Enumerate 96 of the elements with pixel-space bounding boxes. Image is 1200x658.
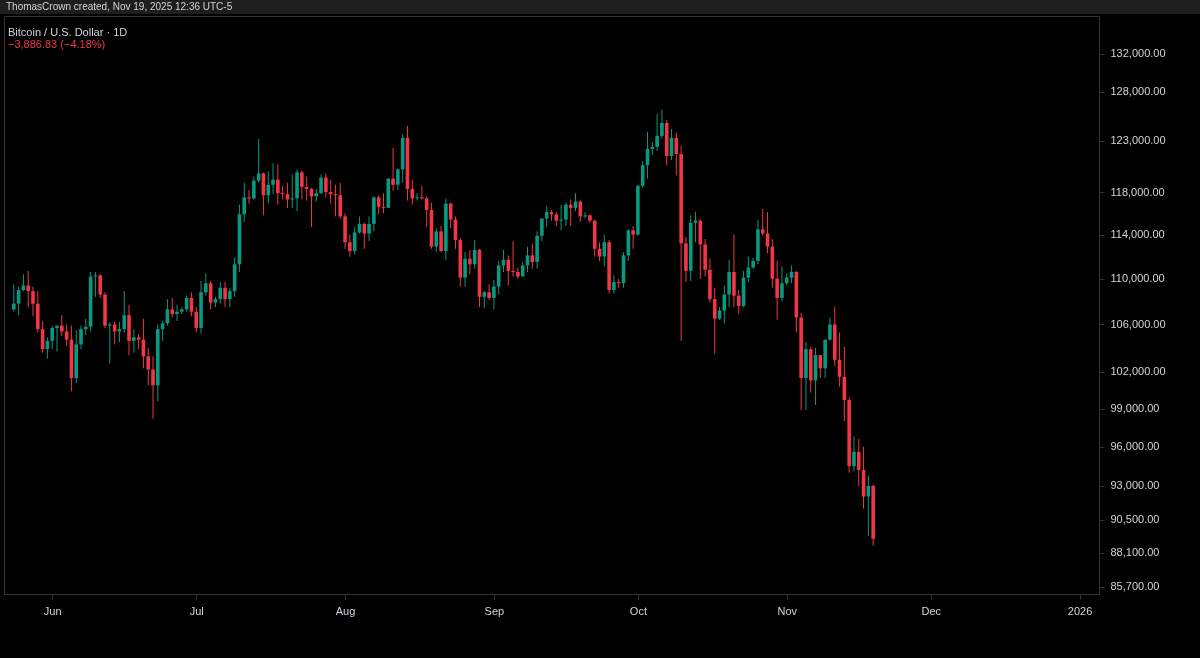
- candlestick: [247, 189, 251, 205]
- x-tick-label: 2026: [1067, 604, 1093, 617]
- candlestick: [415, 192, 419, 201]
- candlestick: [50, 325, 55, 350]
- candlestick: [568, 198, 573, 227]
- x-tick-label: Jun: [43, 604, 62, 617]
- candlestick: [492, 279, 496, 310]
- y-tick-label: 114,000.00: [1110, 228, 1165, 241]
- candlestick: [660, 108, 664, 140]
- y-tick-label: 123,000.00: [1110, 134, 1166, 147]
- y-tick-label: 88,100.00: [1110, 546, 1160, 559]
- candlestick: [194, 306, 199, 334]
- candlestick: [223, 281, 227, 308]
- candlestick: [31, 286, 35, 317]
- y-tick-label: 110,000.00: [1110, 272, 1165, 285]
- candlestick: [828, 316, 832, 342]
- candlestick: [319, 173, 323, 195]
- candlestick: [559, 204, 563, 231]
- candlestick: [396, 167, 400, 191]
- candlestick: [487, 283, 491, 301]
- candlestick: [420, 185, 424, 200]
- candlestick: [300, 169, 304, 200]
- candlestick: [463, 251, 467, 288]
- candlestick: [132, 328, 136, 354]
- candlestick: [655, 113, 659, 152]
- y-tick-label: 118,000.00: [1110, 185, 1165, 198]
- y-tick-label: 96,000.00: [1110, 440, 1160, 453]
- x-tick-label: Sep: [484, 604, 505, 617]
- candlestick: [60, 314, 64, 337]
- candlestick: [583, 211, 587, 220]
- candlestick: [727, 259, 731, 308]
- candlestick: [218, 281, 223, 305]
- y-tick-label: 93,000.00: [1110, 479, 1160, 492]
- candlestick: [391, 147, 395, 192]
- x-tick-label: Aug: [335, 604, 356, 617]
- candlestick: [348, 234, 352, 257]
- candlestick: [252, 176, 256, 200]
- candlestick: [64, 323, 69, 347]
- x-tick-label: Oct: [629, 604, 647, 617]
- candlestick: [324, 172, 328, 198]
- candlestick: [256, 138, 261, 184]
- y-tick-label: 102,000.00: [1110, 365, 1166, 378]
- candlestick: [468, 249, 472, 275]
- candlestick: [26, 270, 30, 308]
- candlestick: [271, 162, 275, 195]
- x-tick-label: Nov: [777, 604, 798, 617]
- y-tick-label: 99,000.00: [1110, 402, 1160, 415]
- candlestick: [242, 182, 247, 223]
- candlestick: [108, 321, 112, 364]
- candlestick: [506, 254, 511, 286]
- candlestick: [146, 347, 151, 386]
- candlestick: [530, 242, 535, 270]
- candlestick: [516, 267, 520, 280]
- candlestick: [175, 304, 179, 322]
- candlestick: [439, 225, 443, 253]
- candlestick: [55, 325, 59, 353]
- candlestick: [852, 435, 856, 472]
- text: Bitcoin / U.S. Dollar · 1D: [8, 26, 128, 38]
- y-tick-label: 106,000.00: [1110, 317, 1166, 330]
- candlestick: [612, 274, 616, 294]
- candlestick: [564, 202, 568, 227]
- candlestick: [79, 325, 83, 350]
- candlestick: [122, 290, 127, 334]
- candlestick: [266, 170, 271, 205]
- candlestick: [434, 227, 439, 253]
- text: ThomasCrown created, Nov 19, 2025 12:36 UTC-5: [0, 0, 1200, 14]
- candlestick: [640, 160, 645, 189]
- candlestick: [98, 273, 103, 299]
- candlestick: [631, 225, 635, 250]
- candlestick: [276, 163, 280, 206]
- candlestick: [732, 234, 736, 308]
- x-tick-label: Jul: [189, 604, 204, 617]
- candlestick: [780, 265, 784, 302]
- candlestick: [204, 272, 208, 297]
- candlestick: [367, 215, 371, 242]
- y-tick-label: 128,000.00: [1110, 85, 1166, 98]
- candlestick: [544, 205, 549, 228]
- candlestick: [290, 173, 295, 209]
- candlestick: [775, 260, 779, 321]
- candlestick: [736, 289, 741, 315]
- candlestick: [151, 355, 155, 420]
- candlestick: [856, 438, 861, 487]
- candlestick: [338, 182, 343, 220]
- y-tick-label: 90,500.00: [1110, 513, 1160, 526]
- candlestick: [511, 240, 515, 277]
- candlestick: [760, 208, 765, 237]
- y-tick-label: 132,000.00: [1110, 47, 1166, 60]
- candlestick: [410, 179, 415, 206]
- candlestick: [228, 287, 232, 308]
- candlestick: [170, 297, 175, 318]
- text: −3,886.83 (−4.18%): [8, 38, 106, 50]
- candlestick: [362, 222, 367, 250]
- y-tick-label: 85,700.00: [1110, 580, 1160, 593]
- x-tick-label: Dec: [921, 604, 942, 617]
- candlestick: [712, 287, 717, 355]
- candlestick: [12, 283, 16, 313]
